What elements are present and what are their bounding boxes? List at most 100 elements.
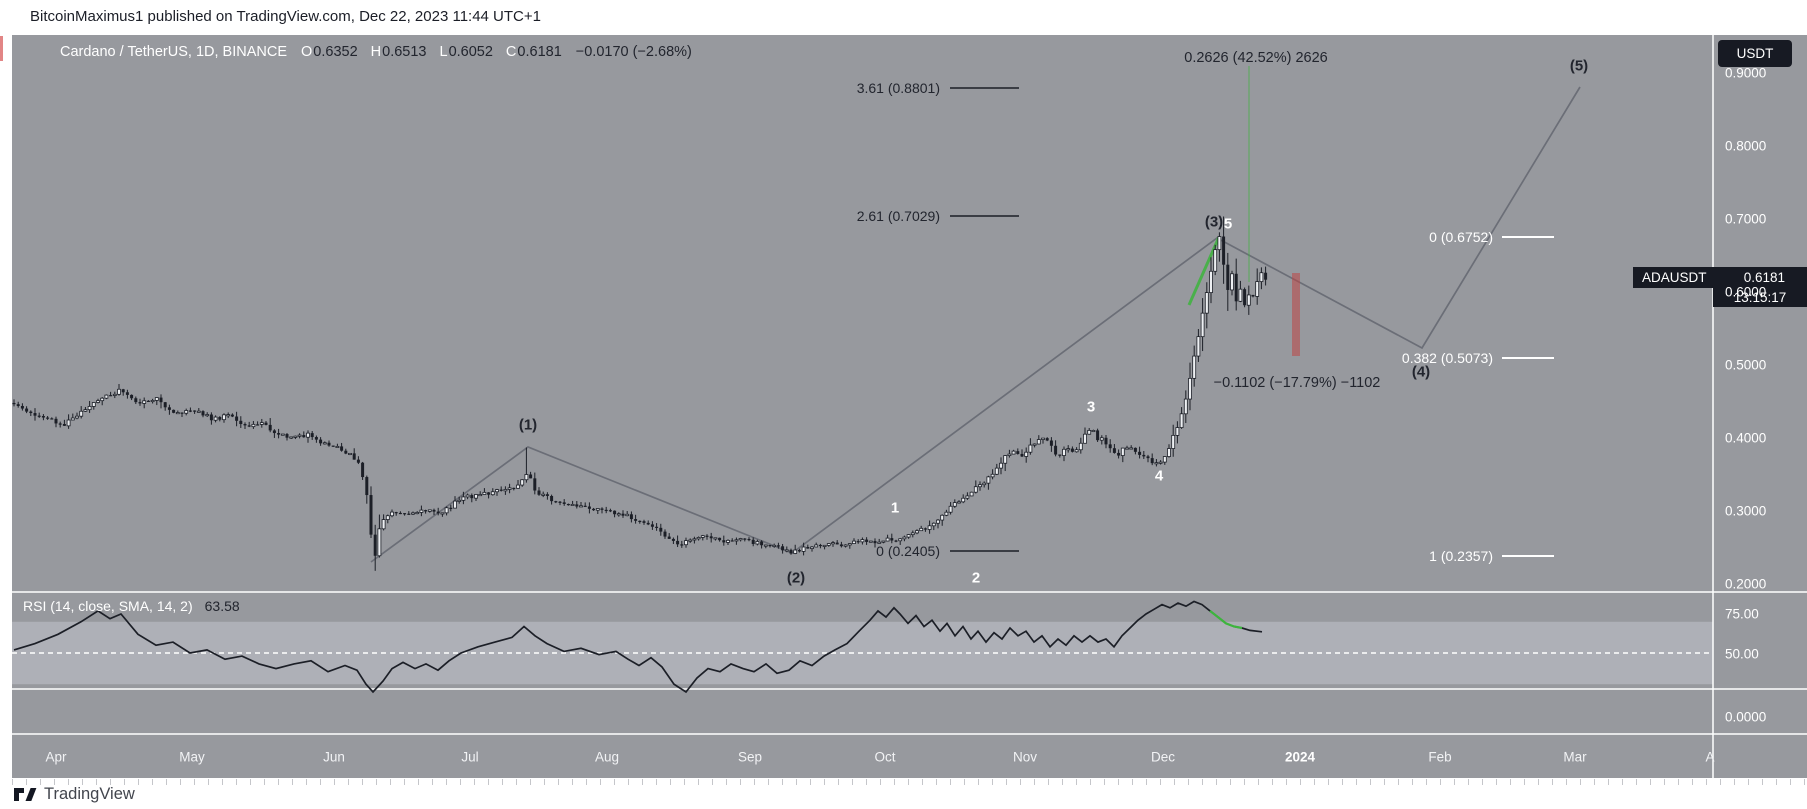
measure-down-label[interactable]: −0.1102 (−17.79%) −1102 xyxy=(1213,374,1381,391)
candle-body xyxy=(1028,444,1033,453)
month-label: Dec xyxy=(1150,749,1176,765)
candle-body xyxy=(533,478,537,491)
fib-extension-label[interactable]: 3.61 (0.8801) xyxy=(856,80,940,96)
wave-label[interactable]: (2) xyxy=(786,569,806,587)
candle-body xyxy=(356,459,360,463)
candle-body xyxy=(172,409,176,413)
symbol-title[interactable]: Cardano / TetherUS, 1D, BINANCE xyxy=(60,44,287,60)
fib-extension-label[interactable]: 2.61 (0.7029) xyxy=(856,208,940,224)
price-tick: 0.6000 xyxy=(1725,284,1767,300)
candle-body xyxy=(772,544,777,547)
candle-body xyxy=(860,539,865,543)
candle-body xyxy=(427,509,432,512)
candle-body xyxy=(1036,439,1041,445)
candle-body xyxy=(520,479,525,486)
price-tick: 0.2000 xyxy=(1725,576,1767,592)
candle-body xyxy=(1154,462,1159,465)
candle-body xyxy=(927,525,932,530)
wave-label[interactable]: (5) xyxy=(1569,57,1589,75)
candle-body xyxy=(100,397,105,402)
candle-body xyxy=(1142,454,1146,457)
candle-body xyxy=(936,519,940,524)
candle-body xyxy=(847,543,852,546)
wave-label[interactable]: (4) xyxy=(1411,363,1431,381)
candle-body xyxy=(482,491,487,495)
candle-body xyxy=(1104,437,1108,445)
candle-body xyxy=(1007,453,1012,456)
elliott-wave-trendline[interactable] xyxy=(370,86,1581,563)
fib-retracement-label[interactable]: 0.382 (0.5073) xyxy=(1401,350,1493,366)
measure-down-bar[interactable] xyxy=(1292,273,1300,356)
candle-body xyxy=(344,450,348,454)
footer-brand-text[interactable]: TradingView xyxy=(44,785,135,803)
candle-body xyxy=(87,406,92,411)
candle-body xyxy=(461,496,466,501)
fib-retracement-label[interactable]: 0 (0.6752) xyxy=(1429,229,1493,245)
candle-body xyxy=(335,445,340,448)
candle-body xyxy=(1259,272,1264,283)
candle-body xyxy=(931,522,936,527)
candle-body xyxy=(822,544,827,547)
candle-body xyxy=(999,462,1003,469)
candle-body xyxy=(890,538,894,541)
candle-body xyxy=(1117,452,1121,456)
last-price-symbol: ADAUSDT xyxy=(1642,270,1707,285)
wave-label[interactable]: 1 xyxy=(890,499,900,517)
rsi-indicator-header[interactable]: RSI (14, close, SMA, 14, 2) 63.58 xyxy=(23,598,240,614)
candle-body xyxy=(537,490,541,495)
candle-body xyxy=(1200,312,1205,338)
candle-body xyxy=(1087,430,1092,435)
published-byline: BitcoinMaximus1 published on TradingView… xyxy=(30,8,541,25)
candle-body xyxy=(1091,430,1096,433)
candle-body xyxy=(671,538,675,541)
candle-body xyxy=(1234,273,1238,302)
candle-body xyxy=(465,494,470,498)
candle-body xyxy=(550,495,554,502)
price-tick: 0.4000 xyxy=(1725,430,1767,446)
wave-label[interactable]: 4 xyxy=(1154,467,1164,485)
wave-label[interactable]: (1) xyxy=(518,416,538,434)
candle-body xyxy=(188,410,192,412)
month-label: Sep xyxy=(737,749,763,765)
candle-body xyxy=(499,489,503,491)
symbol-header[interactable]: Cardano / TetherUS, 1D, BINANCE O 0.6352 H… xyxy=(60,44,692,60)
candle-body xyxy=(394,512,398,514)
candle-body xyxy=(1230,273,1234,291)
wave-label[interactable]: (3) xyxy=(1204,213,1224,231)
candle-body xyxy=(986,476,991,484)
price-tick: 0.9000 xyxy=(1725,65,1767,81)
month-label: 2024 xyxy=(1284,749,1316,765)
candle-body xyxy=(743,538,747,540)
candle-body xyxy=(965,495,970,499)
candle-body xyxy=(16,404,20,406)
measure-trend-line[interactable] xyxy=(1187,236,1221,306)
candle-body xyxy=(592,508,596,511)
candle-body xyxy=(54,418,58,424)
currency-toggle-button[interactable]: USDT xyxy=(1718,40,1792,67)
candle-body xyxy=(1108,444,1112,449)
candle-body xyxy=(70,417,75,421)
fib-extension-label[interactable]: 0 (0.2405) xyxy=(876,543,940,559)
candle-body xyxy=(1011,450,1016,455)
candle-body xyxy=(566,503,570,506)
candle-body xyxy=(877,541,882,544)
wave-label[interactable]: 2 xyxy=(971,569,981,587)
candle-body xyxy=(793,549,798,554)
wave-label[interactable]: 3 xyxy=(1086,398,1096,416)
fib-retracement-label[interactable]: 1 (0.2357) xyxy=(1429,548,1493,564)
candle-body xyxy=(1112,448,1116,453)
wave-label[interactable]: 5 xyxy=(1223,215,1233,233)
candle-body xyxy=(167,407,171,410)
candle-body xyxy=(1003,455,1008,464)
footer-brand-link[interactable]: TradingView xyxy=(13,784,135,805)
measure-up-label[interactable]: 0.2626 (42.52%) 2626 xyxy=(1184,49,1328,66)
candle-body xyxy=(1129,447,1134,450)
month-label: Oct xyxy=(874,749,896,765)
candle-body xyxy=(1058,454,1062,456)
rsi-tick: 0.0000 xyxy=(1725,709,1767,725)
candle-body xyxy=(319,439,323,444)
candle-body xyxy=(1045,438,1049,441)
candle-body xyxy=(75,415,79,419)
candle-body xyxy=(940,514,945,521)
